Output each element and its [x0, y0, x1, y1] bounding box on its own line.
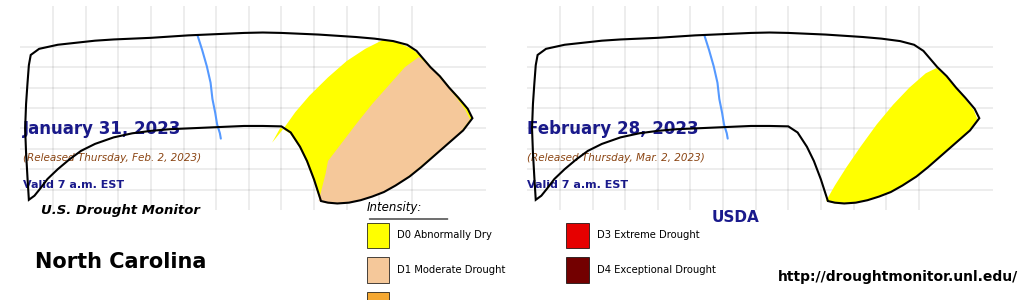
- Text: Intensity:: Intensity:: [367, 201, 422, 214]
- FancyBboxPatch shape: [566, 223, 589, 248]
- Text: U.S. Drought Monitor: U.S. Drought Monitor: [41, 204, 201, 217]
- Text: (Released Thursday, Feb. 2, 2023): (Released Thursday, Feb. 2, 2023): [23, 153, 201, 163]
- Text: D0 Abnormally Dry: D0 Abnormally Dry: [397, 230, 493, 241]
- Text: D3 Extreme Drought: D3 Extreme Drought: [597, 230, 699, 241]
- Text: USDA: USDA: [712, 210, 760, 225]
- Text: North Carolina: North Carolina: [35, 252, 207, 272]
- Text: Valid 7 a.m. EST: Valid 7 a.m. EST: [527, 180, 629, 190]
- Text: Valid 7 a.m. EST: Valid 7 a.m. EST: [23, 180, 124, 190]
- Text: (Released Thursday, Mar. 2, 2023): (Released Thursday, Mar. 2, 2023): [527, 153, 706, 163]
- Polygon shape: [318, 57, 470, 204]
- Polygon shape: [826, 68, 978, 204]
- Text: D2 Severe Drought: D2 Severe Drought: [397, 299, 493, 300]
- FancyBboxPatch shape: [566, 257, 589, 283]
- Text: D4 Exceptional Drought: D4 Exceptional Drought: [597, 265, 716, 275]
- FancyBboxPatch shape: [367, 292, 389, 300]
- FancyBboxPatch shape: [367, 223, 389, 248]
- Polygon shape: [272, 40, 471, 203]
- Text: January 31, 2023: January 31, 2023: [23, 120, 181, 138]
- Text: http://droughtmonitor.unl.edu/: http://droughtmonitor.unl.edu/: [778, 270, 1018, 284]
- Text: D1 Moderate Drought: D1 Moderate Drought: [397, 265, 506, 275]
- FancyBboxPatch shape: [367, 257, 389, 283]
- Text: February 28, 2023: February 28, 2023: [527, 120, 699, 138]
